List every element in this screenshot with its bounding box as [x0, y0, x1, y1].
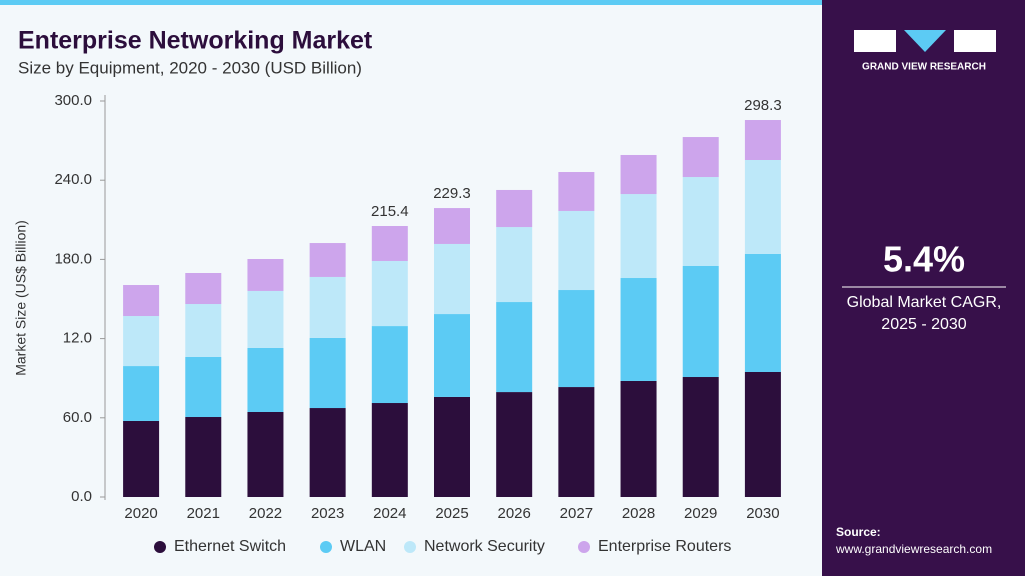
- top-bar: [0, 0, 822, 5]
- y-axis-title: Market Size (US$ Billion): [13, 220, 29, 376]
- legend-label: WLAN: [340, 538, 386, 555]
- logo-block: [854, 30, 896, 52]
- bar-segment: [185, 417, 222, 497]
- x-tick-label: 2028: [622, 505, 655, 522]
- legend-label: Network Security: [424, 538, 545, 555]
- bar-segment: [558, 290, 595, 388]
- cagr-label: 2025 - 2030: [881, 316, 967, 333]
- chart-title: Enterprise Networking Market: [18, 27, 373, 55]
- total-label: 229.3: [433, 185, 471, 202]
- bar-segment: [682, 266, 719, 378]
- cagr-label: Global Market CAGR,: [847, 294, 1002, 311]
- bar-segment: [123, 316, 160, 367]
- logo-v: [904, 30, 946, 52]
- bar-segment: [496, 227, 533, 303]
- legend-label: Ethernet Switch: [174, 538, 286, 555]
- x-tick-label: 2022: [249, 505, 282, 522]
- bar-segment: [682, 177, 719, 266]
- bar-segment: [309, 276, 346, 338]
- bar-segment: [371, 260, 408, 327]
- legend-swatch: [154, 541, 166, 553]
- total-label: 298.3: [744, 97, 782, 114]
- legend-swatch: [578, 541, 590, 553]
- logo-block: [954, 30, 996, 52]
- source-url: www.grandviewresearch.com: [835, 542, 992, 556]
- y-tick-label: 240.0: [54, 171, 92, 188]
- bar-segment: [247, 347, 284, 412]
- side-panel: [822, 0, 1025, 576]
- bar-segment: [371, 226, 408, 261]
- bar-segment: [434, 208, 470, 244]
- brand: GRAND VIEW RESEARCH: [862, 62, 986, 73]
- x-tick-label: 2024: [373, 505, 406, 522]
- bar-segment: [620, 154, 657, 195]
- bar-segment: [247, 411, 284, 497]
- y-tick-label: 300.0: [54, 92, 92, 109]
- x-tick-label: 2030: [746, 505, 779, 522]
- bar-segment: [247, 259, 284, 291]
- chart-subtitle: Size by Equipment, 2020 - 2030 (USD Bill…: [18, 58, 362, 77]
- bar-segment: [744, 371, 781, 497]
- bar-segment: [309, 337, 346, 409]
- x-tick-label: 2023: [311, 505, 344, 522]
- bar-segment: [682, 377, 719, 497]
- bar-segment: [371, 403, 408, 497]
- logo: [854, 30, 996, 52]
- bar-segment: [123, 420, 160, 497]
- bar-segment: [558, 172, 595, 211]
- bar-segment: [309, 408, 346, 497]
- legend-swatch: [320, 541, 332, 553]
- bar-segment: [123, 285, 160, 317]
- bar-segment: [558, 387, 595, 497]
- bar-segment: [744, 120, 781, 161]
- bar-segment: [309, 243, 346, 277]
- bar-segment: [496, 302, 533, 393]
- y-tick-label: 12.0: [63, 330, 92, 347]
- bar-segment: [434, 396, 470, 497]
- bar-segment: [558, 210, 595, 291]
- bar-segment: [620, 380, 657, 497]
- legend-swatch: [404, 541, 416, 553]
- bar-segment: [744, 160, 781, 254]
- source-label: Source:: [836, 525, 881, 539]
- bar-segment: [620, 194, 657, 279]
- bar-segment: [744, 253, 781, 372]
- x-tick-label: 2027: [560, 505, 593, 522]
- x-tick-label: 2026: [497, 505, 530, 522]
- bar-segment: [371, 326, 408, 404]
- x-tick-label: 2020: [124, 505, 157, 522]
- bar-segment: [123, 366, 160, 421]
- y-tick-label: 0.0: [71, 488, 92, 505]
- bar-segment: [185, 304, 222, 357]
- x-tick-label: 2029: [684, 505, 717, 522]
- bar-segment: [620, 278, 657, 381]
- y-tick-label: 180.0: [54, 250, 92, 267]
- cagr-value: 5.4%: [883, 239, 965, 280]
- bar-segment: [247, 290, 284, 348]
- legend-label: Enterprise Routers: [598, 538, 731, 555]
- x-tick-label: 2025: [435, 505, 468, 522]
- total-label: 215.4: [371, 203, 409, 220]
- bar-segment: [434, 243, 470, 315]
- y-tick-label: 60.0: [63, 409, 92, 426]
- bar-segment: [434, 314, 470, 397]
- bar-segment: [185, 356, 222, 418]
- x-tick-label: 2021: [187, 505, 220, 522]
- bar-segment: [185, 272, 222, 305]
- bar-segment: [496, 189, 533, 228]
- bar-segment: [496, 392, 533, 497]
- bar-segment: [682, 137, 719, 178]
